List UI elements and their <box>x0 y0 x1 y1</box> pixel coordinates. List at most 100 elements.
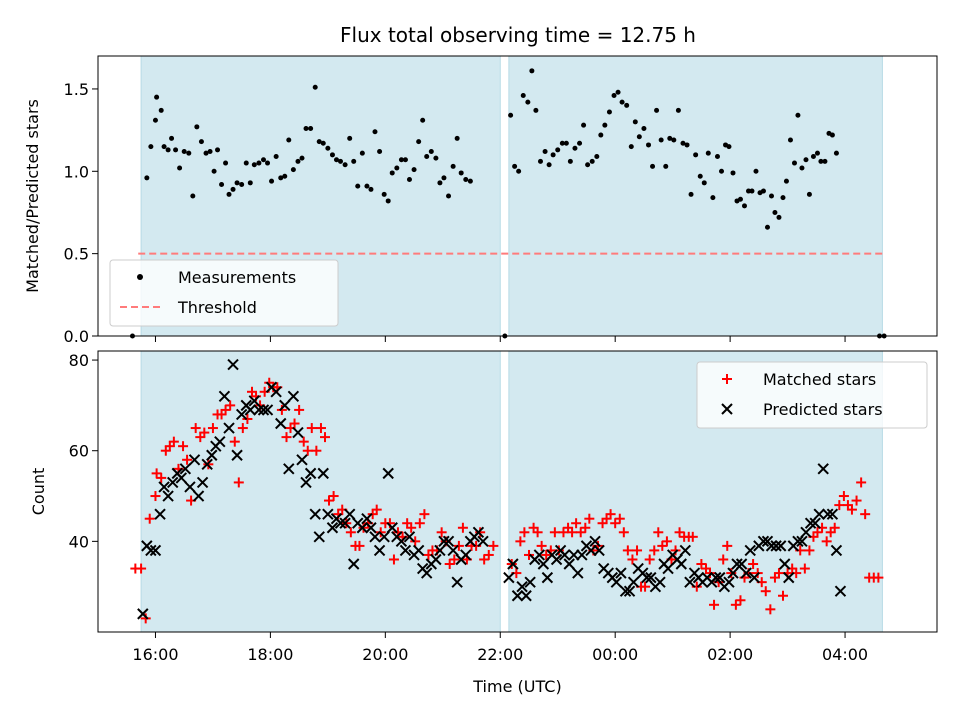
x-stroke-b <box>244 404 256 416</box>
measurement-point <box>190 193 196 199</box>
matched-star-point <box>289 418 300 429</box>
measurement-point <box>316 139 322 145</box>
predicted-star-point <box>834 585 847 597</box>
predicted-star-point <box>430 553 442 566</box>
measurement-point <box>606 109 612 115</box>
ratio-y-ticks: 0.0 0.5 1.0 1.5 <box>64 80 98 346</box>
predicted-star-point <box>589 535 601 548</box>
x-stroke-b <box>533 549 546 561</box>
matched-star-point <box>674 527 685 538</box>
predicted-star-point <box>774 540 787 552</box>
x-stroke-b <box>503 571 515 584</box>
x-stroke-b <box>822 508 834 520</box>
measurement-point <box>394 165 400 171</box>
predicted-star-point <box>356 522 369 534</box>
measurement-point <box>542 149 548 155</box>
x-stroke-b <box>399 544 412 557</box>
matched-star-point <box>622 545 633 556</box>
observing-window-0 <box>140 350 501 633</box>
measurement-point <box>760 188 766 194</box>
matched-star-point <box>773 568 784 579</box>
matched-star-point <box>345 527 356 538</box>
predicted-star-point <box>765 540 778 552</box>
x-stroke-b <box>257 404 270 416</box>
measurement-point <box>372 129 378 135</box>
x-stroke-b <box>774 540 787 552</box>
measurement-point <box>286 137 292 143</box>
x-stroke-b <box>615 567 627 579</box>
predicted-star-point <box>373 544 386 557</box>
measurement-point <box>628 144 634 150</box>
matched-star-point <box>765 604 776 615</box>
x-stroke-b <box>361 512 373 525</box>
x-stroke-b <box>744 544 756 557</box>
predicted-star-point <box>740 567 752 579</box>
measurement-point <box>693 152 699 158</box>
measurement-point <box>402 157 408 163</box>
measurement-point <box>730 170 736 176</box>
measurement-point <box>818 158 824 164</box>
count-panel-frame <box>97 350 938 633</box>
matched-star-point <box>627 554 638 565</box>
x-stroke-b <box>809 517 821 529</box>
measurement-point <box>833 150 839 156</box>
measurement-point <box>230 186 236 192</box>
measurement-point <box>385 198 391 204</box>
ratio-panel-frame <box>97 55 938 337</box>
x-stroke-b <box>792 535 804 548</box>
predicted-star-point <box>420 567 433 579</box>
matched-star-point <box>575 527 586 538</box>
predicted-star-point <box>576 549 588 561</box>
predicted-star-point <box>727 567 739 579</box>
x-axis-label: Time (UTC) <box>472 677 561 696</box>
matched-star-point <box>726 568 737 579</box>
x-stroke-b <box>721 403 733 415</box>
matched-star-point <box>406 522 417 533</box>
x-stroke-b <box>261 404 274 416</box>
y-tick-label: 0.0 <box>64 327 89 346</box>
predicted-star-point <box>296 454 308 466</box>
predicted-star-point <box>779 558 791 570</box>
predicted-star-point <box>300 476 312 489</box>
predicted-star-point <box>304 467 317 480</box>
count-legend: Matched stars Predicted stars <box>696 361 928 429</box>
predicted-star-point <box>248 395 261 407</box>
predicted-star-point <box>524 576 536 588</box>
x-stroke-b <box>386 522 398 534</box>
matched-star-point <box>834 500 845 511</box>
predicted-star-point <box>386 522 398 534</box>
measurement-point <box>177 165 183 171</box>
x-stroke-b <box>550 553 563 566</box>
y-tick-label: 80 <box>69 351 89 370</box>
ratio-legend-box <box>109 259 339 327</box>
measurement-point <box>810 153 816 159</box>
predicted-star-point <box>757 535 770 548</box>
x-tick-label: 18:00 <box>247 645 293 664</box>
predicted-star-point <box>192 490 205 502</box>
predicted-star-point <box>744 544 756 557</box>
predicted-star-point <box>783 571 795 584</box>
y-tick-label: 0.5 <box>64 245 89 264</box>
measurement-point <box>671 137 677 143</box>
measurement-point <box>741 203 747 209</box>
measurement-point <box>186 150 192 156</box>
measurement-point <box>152 117 158 123</box>
x-stroke-b <box>322 508 334 520</box>
predicted-star-point <box>684 576 696 588</box>
predicted-star-point <box>348 558 360 570</box>
matched-star-point <box>821 536 832 547</box>
x-stroke-b <box>558 549 571 561</box>
measurement-point <box>223 160 229 166</box>
measurement-point <box>389 170 395 176</box>
predicted-star-point <box>662 562 674 575</box>
x-stroke-b <box>158 481 170 493</box>
measurement-point <box>251 162 257 168</box>
predicted-star-point <box>214 435 226 448</box>
predicted-star-point <box>154 508 166 520</box>
legend-label-matched: Matched stars <box>763 370 876 389</box>
x-stroke-b <box>145 544 157 557</box>
predicted-star-point <box>403 531 416 543</box>
predicted-star-point <box>244 404 256 416</box>
x-stroke-b <box>184 481 196 493</box>
